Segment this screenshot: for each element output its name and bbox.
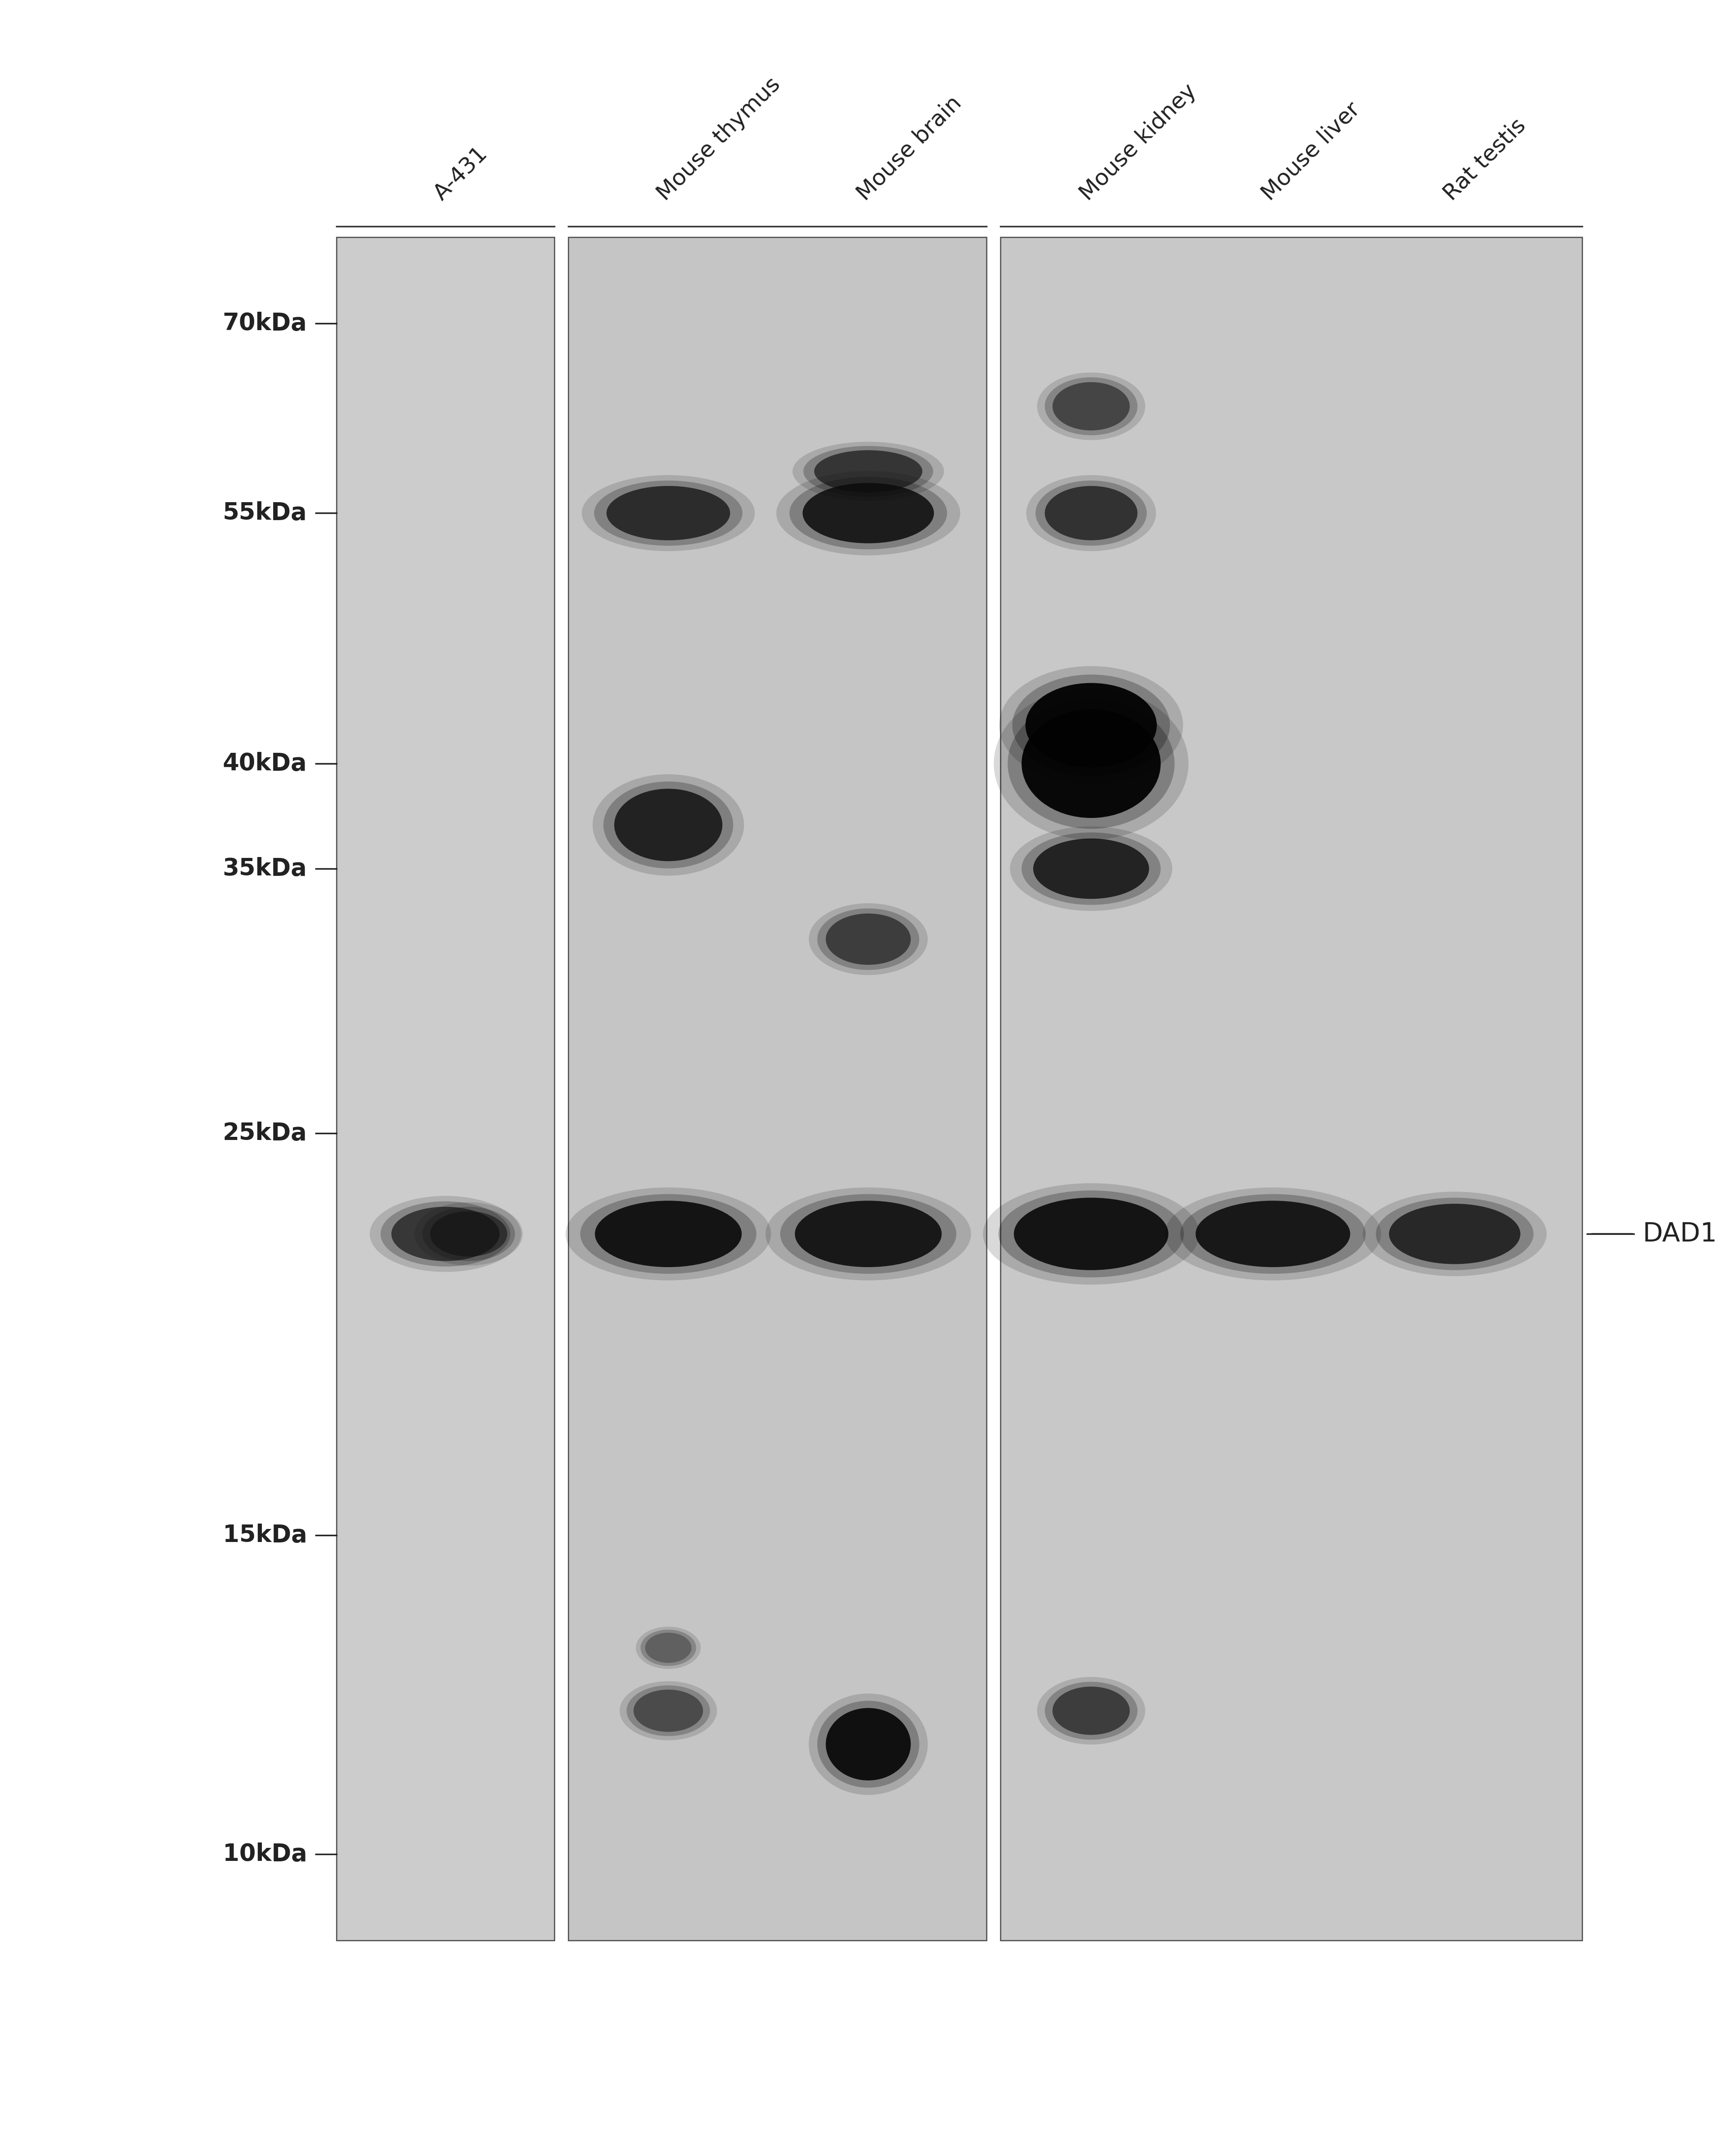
Bar	[1000, 237, 1582, 1940]
Ellipse shape	[414, 1203, 523, 1266]
Ellipse shape	[818, 1701, 919, 1787]
Ellipse shape	[804, 446, 933, 496]
Text: Mouse kidney: Mouse kidney	[1076, 80, 1201, 205]
Ellipse shape	[826, 1708, 911, 1781]
Ellipse shape	[645, 1632, 692, 1662]
Bar	[336, 237, 554, 1940]
Ellipse shape	[580, 1194, 756, 1274]
Ellipse shape	[581, 474, 756, 552]
Ellipse shape	[607, 485, 730, 541]
Ellipse shape	[792, 442, 944, 500]
Ellipse shape	[999, 1190, 1183, 1276]
Ellipse shape	[1045, 377, 1137, 436]
Ellipse shape	[633, 1690, 704, 1731]
Ellipse shape	[593, 481, 742, 545]
Ellipse shape	[802, 483, 933, 543]
Ellipse shape	[626, 1686, 711, 1736]
Ellipse shape	[1021, 832, 1161, 906]
Ellipse shape	[614, 789, 723, 860]
Ellipse shape	[780, 1194, 956, 1274]
Ellipse shape	[604, 780, 733, 869]
Ellipse shape	[983, 1184, 1199, 1285]
Text: 35kDa: 35kDa	[223, 856, 307, 880]
Ellipse shape	[1025, 683, 1157, 768]
Text: Mouse liver: Mouse liver	[1258, 99, 1364, 205]
Ellipse shape	[637, 1626, 700, 1669]
Ellipse shape	[1045, 1682, 1137, 1740]
Ellipse shape	[766, 1188, 971, 1281]
Ellipse shape	[369, 1197, 521, 1272]
Text: 70kDa: 70kDa	[223, 313, 307, 334]
Ellipse shape	[1037, 373, 1145, 440]
Ellipse shape	[809, 1692, 928, 1796]
Ellipse shape	[809, 903, 928, 975]
Ellipse shape	[1363, 1192, 1547, 1276]
Ellipse shape	[593, 774, 743, 875]
Text: Rat testis: Rat testis	[1439, 114, 1530, 205]
Text: 55kDa: 55kDa	[223, 502, 307, 524]
Ellipse shape	[619, 1682, 718, 1740]
Ellipse shape	[423, 1207, 516, 1261]
Ellipse shape	[776, 470, 961, 556]
Ellipse shape	[999, 666, 1183, 785]
Ellipse shape	[1052, 382, 1130, 431]
Bar	[568, 237, 987, 1940]
Ellipse shape	[826, 914, 911, 966]
Ellipse shape	[1011, 826, 1173, 912]
Ellipse shape	[1389, 1203, 1520, 1263]
Text: 25kDa: 25kDa	[223, 1121, 307, 1145]
Text: Mouse thymus: Mouse thymus	[654, 73, 785, 205]
Ellipse shape	[1180, 1194, 1366, 1274]
Ellipse shape	[1045, 485, 1137, 541]
Ellipse shape	[1035, 481, 1147, 545]
Ellipse shape	[595, 1201, 742, 1268]
Text: Mouse brain: Mouse brain	[854, 93, 966, 205]
Text: 10kDa: 10kDa	[223, 1843, 307, 1865]
Ellipse shape	[1013, 675, 1170, 776]
Ellipse shape	[994, 688, 1189, 839]
Ellipse shape	[818, 908, 919, 970]
Ellipse shape	[1014, 1199, 1168, 1270]
Ellipse shape	[1026, 474, 1156, 552]
Text: A-431: A-431	[430, 142, 492, 205]
Ellipse shape	[814, 451, 923, 492]
Ellipse shape	[640, 1630, 697, 1667]
Ellipse shape	[795, 1201, 942, 1268]
Text: DAD1: DAD1	[1642, 1220, 1716, 1246]
Ellipse shape	[790, 476, 947, 550]
Ellipse shape	[1007, 699, 1175, 828]
Ellipse shape	[1195, 1201, 1351, 1268]
Ellipse shape	[392, 1207, 500, 1261]
Ellipse shape	[566, 1188, 771, 1281]
Ellipse shape	[1021, 709, 1161, 817]
Ellipse shape	[1164, 1188, 1382, 1281]
Text: 15kDa: 15kDa	[223, 1524, 307, 1546]
Ellipse shape	[1052, 1686, 1130, 1736]
Ellipse shape	[430, 1212, 507, 1257]
Text: 40kDa: 40kDa	[223, 752, 307, 776]
Ellipse shape	[381, 1201, 511, 1266]
Ellipse shape	[1037, 1677, 1145, 1744]
Ellipse shape	[1377, 1199, 1534, 1270]
Ellipse shape	[1033, 839, 1149, 899]
